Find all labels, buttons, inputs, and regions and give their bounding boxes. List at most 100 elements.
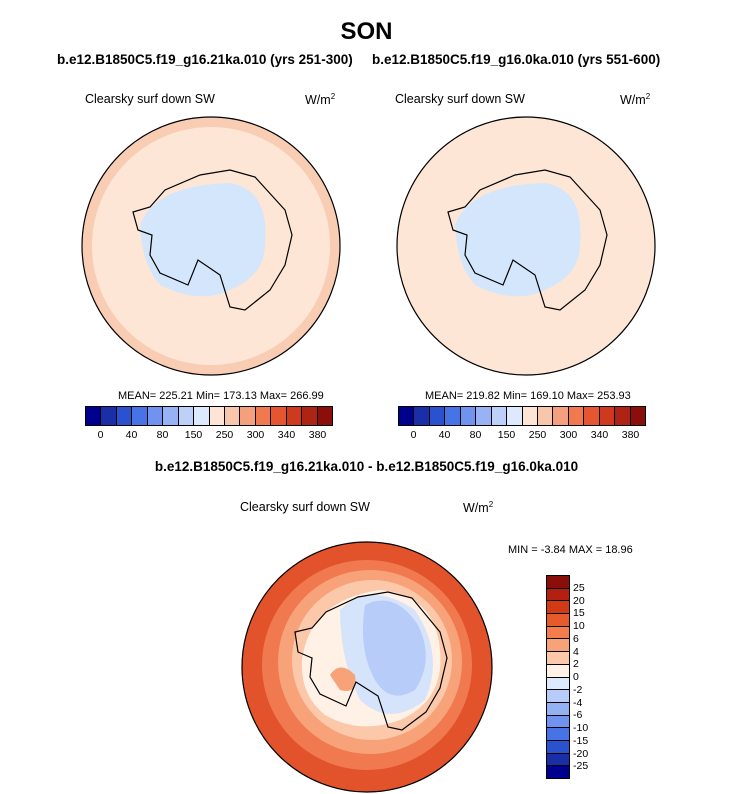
colorbar-swatch bbox=[271, 407, 287, 425]
colorbar-label: 380 bbox=[621, 429, 640, 441]
left-polar-map bbox=[81, 116, 341, 376]
colorbar-label: -20 bbox=[573, 747, 589, 760]
colorbar-swatch bbox=[630, 407, 645, 425]
colorbar-swatch bbox=[460, 407, 477, 425]
antarctica-coastline bbox=[132, 169, 293, 311]
colorbar-swatch bbox=[302, 407, 318, 425]
colorbar-swatch bbox=[547, 753, 569, 767]
colorbar-swatch bbox=[615, 407, 631, 425]
colorbar-swatch bbox=[399, 407, 415, 425]
colorbar-label: 150 bbox=[497, 429, 516, 441]
colorbar-label: 340 bbox=[590, 429, 609, 441]
left-panel-stats: MEAN= 225.21 Min= 173.13 Max= 266.99 bbox=[118, 390, 324, 402]
colorbar-swatch bbox=[147, 407, 164, 425]
left-panel-variable-label: Clearsky surf down SW bbox=[85, 92, 215, 106]
colorbar-label: 2 bbox=[573, 658, 579, 671]
colorbar-swatch bbox=[317, 407, 332, 425]
colorbar-label: 80 bbox=[156, 429, 169, 441]
colorbar-swatch bbox=[547, 766, 569, 778]
colorbar-label: -6 bbox=[573, 709, 583, 722]
colorbar-swatch bbox=[537, 407, 554, 425]
diff-panel-stats: MIN = -3.84 MAX = 18.96 bbox=[508, 544, 633, 556]
left-colorbar-swatches bbox=[85, 406, 333, 426]
antarctica-coastline bbox=[294, 591, 448, 731]
colorbar-swatch bbox=[491, 407, 508, 425]
colorbar-label: 40 bbox=[125, 429, 138, 441]
colorbar-swatch bbox=[547, 728, 569, 741]
colorbar-label: 0 bbox=[97, 429, 104, 441]
colorbar-label: -25 bbox=[573, 760, 589, 773]
colorbar-swatch bbox=[547, 639, 569, 653]
colorbar-swatch bbox=[547, 715, 569, 729]
colorbar-swatch bbox=[240, 407, 256, 425]
colorbar-label: 250 bbox=[215, 429, 234, 441]
colorbar-swatch bbox=[522, 407, 538, 425]
right-panel-units: W/m2 bbox=[620, 92, 651, 107]
colorbar-swatch bbox=[476, 407, 492, 425]
colorbar-swatch bbox=[547, 702, 569, 716]
colorbar-label: 40 bbox=[438, 429, 451, 441]
colorbar-swatch bbox=[547, 614, 569, 627]
left-colorbar: 0 40 80 150 250 300 340 380 bbox=[85, 406, 333, 442]
colorbar-label: 0 bbox=[410, 429, 417, 441]
colorbar-label: 20 bbox=[573, 594, 585, 607]
colorbar-swatch bbox=[414, 407, 430, 425]
colorbar-label: 4 bbox=[573, 645, 579, 658]
colorbar-label: 25 bbox=[573, 581, 585, 594]
right-panel-subtitle: b.e12.B1850C5.f19_g16.0ka.010 (yrs 551-6… bbox=[372, 52, 661, 67]
colorbar-label: 15 bbox=[573, 607, 585, 620]
colorbar-label: 80 bbox=[469, 429, 482, 441]
left-colorbar-labels: 0 40 80 150 250 300 340 380 bbox=[85, 426, 333, 442]
difference-colorbar bbox=[546, 575, 570, 779]
colorbar-swatch bbox=[547, 664, 569, 678]
right-colorbar: 0 40 80 150 250 300 340 380 bbox=[398, 406, 646, 442]
colorbar-swatch bbox=[553, 407, 569, 425]
right-panel-stats: MEAN= 219.82 Min= 169.10 Max= 253.93 bbox=[425, 390, 631, 402]
colorbar-swatch bbox=[445, 407, 461, 425]
colorbar-swatch bbox=[286, 407, 303, 425]
colorbar-swatch bbox=[209, 407, 225, 425]
colorbar-label: -2 bbox=[573, 683, 583, 696]
colorbar-swatch bbox=[429, 407, 446, 425]
colorbar-swatch bbox=[132, 407, 148, 425]
map-border bbox=[396, 116, 656, 376]
colorbar-label: -10 bbox=[573, 722, 589, 734]
difference-colorbar-swatches bbox=[546, 575, 570, 779]
colorbar-swatch bbox=[178, 407, 195, 425]
colorbar-swatch bbox=[584, 407, 600, 425]
colorbar-label: 150 bbox=[184, 429, 203, 441]
high-latitude-region bbox=[140, 183, 266, 297]
high-latitude-region bbox=[455, 183, 581, 297]
figure-title: SON bbox=[340, 18, 393, 45]
colorbar-swatch bbox=[547, 588, 569, 602]
negative-region-core bbox=[362, 600, 426, 696]
colorbar-label: 380 bbox=[308, 429, 327, 441]
colorbar-swatch bbox=[547, 740, 569, 754]
colorbar-label: 6 bbox=[573, 632, 579, 645]
colorbar-label: 10 bbox=[573, 620, 585, 632]
colorbar-swatch bbox=[255, 407, 272, 425]
colorbar-swatch bbox=[547, 601, 569, 615]
colorbar-swatch bbox=[547, 626, 569, 640]
colorbar-swatch bbox=[568, 407, 585, 425]
colorbar-swatch bbox=[163, 407, 179, 425]
colorbar-swatch bbox=[194, 407, 210, 425]
right-polar-map bbox=[396, 116, 656, 376]
colorbar-label: 340 bbox=[277, 429, 296, 441]
colorbar-label: 250 bbox=[528, 429, 547, 441]
colorbar-swatch bbox=[224, 407, 241, 425]
colorbar-swatch bbox=[507, 407, 523, 425]
colorbar-swatch bbox=[86, 407, 102, 425]
diff-panel-units: W/m2 bbox=[463, 500, 494, 515]
colorbar-swatch bbox=[547, 690, 569, 703]
colorbar-label: -15 bbox=[573, 734, 589, 747]
difference-colorbar-labels: 25 20 15 10 6 4 2 0 -2 -4 -6 -10 -15 -20 -25 bbox=[573, 575, 613, 779]
positive-patch bbox=[330, 667, 356, 691]
left-panel-subtitle: b.e12.B1850C5.f19_g16.21ka.010 (yrs 251-… bbox=[57, 52, 353, 67]
colorbar-swatch bbox=[599, 407, 616, 425]
map-border bbox=[81, 116, 341, 376]
colorbar-swatch bbox=[116, 407, 133, 425]
colorbar-label: 300 bbox=[246, 429, 265, 441]
right-colorbar-swatches bbox=[398, 406, 646, 426]
colorbar-label: 300 bbox=[559, 429, 578, 441]
